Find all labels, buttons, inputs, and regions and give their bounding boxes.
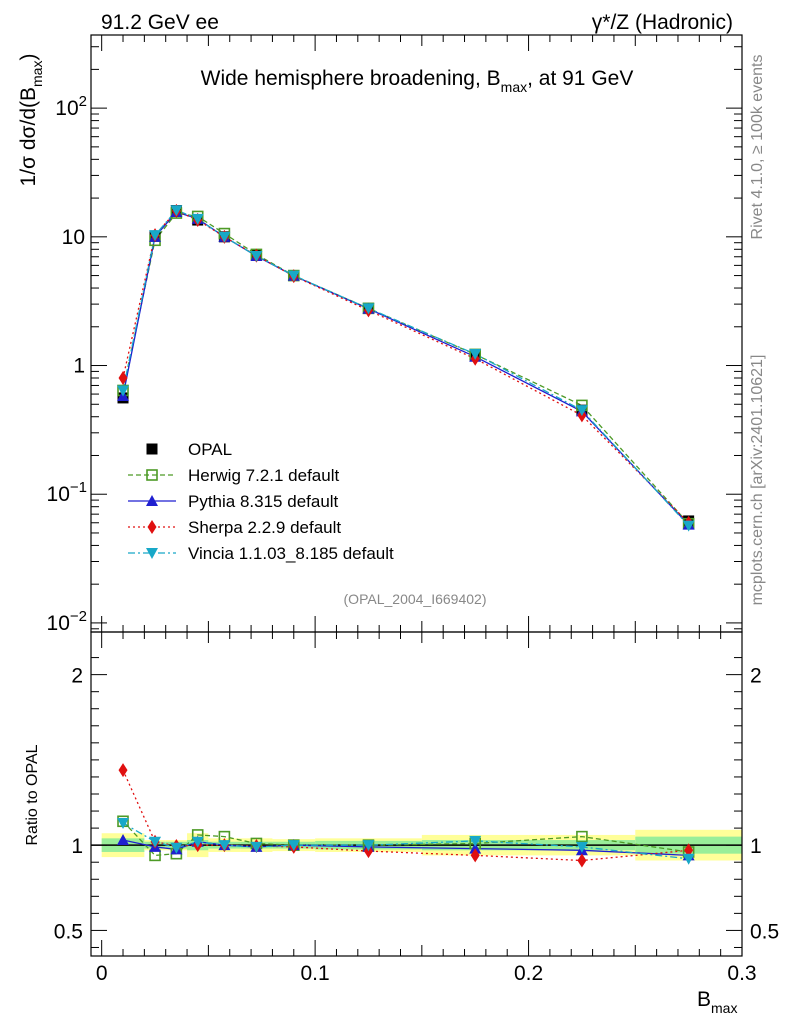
legend-marker-sherpa — [147, 520, 157, 534]
main-ylabel-text: 1/σ dσ/d(B — [17, 87, 40, 186]
main-ylabel-close: ) — [17, 54, 40, 61]
main-point-vincia — [469, 348, 482, 360]
legend-label-herwig: Herwig 7.2.1 default — [188, 466, 339, 485]
legend-label-sherpa: Sherpa 2.2.9 default — [188, 518, 341, 537]
ratio-ylabel: Ratio to OPAL — [24, 744, 41, 845]
ratio-ytick-label: 0.5 — [54, 920, 83, 943]
main-ylabel: 1/σ dσ/d(Bmax) — [17, 54, 45, 187]
ratio-ytick-label: 2 — [71, 665, 83, 688]
xlabel-subscript: max — [711, 1000, 737, 1016]
main-ylabel-subscript: max — [29, 61, 45, 87]
ratio-point-vincia — [469, 835, 482, 847]
ratio-ytick-label-right: 0.5 — [750, 920, 779, 943]
ratio-series-markers — [117, 763, 695, 868]
main-point-sherpa — [118, 370, 128, 385]
ratio-point-vincia — [218, 840, 231, 852]
main-point-vincia — [170, 205, 183, 217]
main-line-herwig — [122, 212, 690, 525]
main-line-vincia — [122, 209, 690, 527]
ratio-axis-ticks: 2 2 1 1 0.5 0.5 0 0.1 0.2 0.3 — [54, 632, 779, 985]
rivet-label: Rivet 4.1.0, ≥ 100k events — [749, 55, 766, 240]
ratio-xtick-label: 0.1 — [301, 962, 330, 985]
legend-marker-pythia — [146, 495, 158, 506]
ratio-point-sherpa — [118, 763, 128, 778]
ratio-xtick-label: 0.2 — [514, 962, 543, 985]
header-right: γ*/Z (Hadronic) — [592, 11, 733, 34]
main-point-vincia — [362, 303, 375, 315]
main-plot-panel: 102 10 1 10−1 10−2 Wide hemisphere broadenin… — [17, 34, 743, 635]
main-title-tail: , at 91 GeV — [527, 67, 633, 90]
ratio-point-herwig — [576, 830, 588, 843]
ratio-point-vincia — [170, 842, 183, 854]
ratio-xtick-label: 0 — [96, 962, 108, 985]
legend-label-pythia: Pythia 8.315 default — [188, 492, 339, 511]
ratio-plot-panel: 2 2 1 1 0.5 0.5 0 0.1 0.2 0.3 Ratio to OPAL Bmax — [24, 631, 779, 1016]
ratio-point-pythia — [117, 834, 130, 846]
main-point-vincia — [117, 385, 130, 397]
analysis-watermark: (OPAL_2004_I669402) — [344, 591, 487, 607]
main-point-vincia — [191, 213, 204, 225]
ratio-point-vincia — [191, 836, 204, 848]
main-ytick-label: 102 — [55, 93, 87, 120]
mcplots-label: mcplots.cern.ch [arXiv:2401.10621] — [749, 355, 766, 606]
ratio-ytick-label-right: 1 — [750, 835, 762, 858]
ratio-point-sherpa — [470, 848, 480, 863]
main-point-vincia — [149, 230, 162, 242]
main-ytick-label: 1 — [73, 355, 85, 378]
main-ytick-label: 10 — [62, 226, 85, 249]
ratio-point-vincia — [117, 817, 130, 829]
legend-label-vincia: Vincia 1.1.03_8.185 default — [188, 544, 394, 563]
main-point-vincia — [682, 520, 695, 532]
ratio-point-sherpa — [684, 843, 694, 858]
ratio-point-vincia — [287, 840, 300, 852]
xlabel: Bmax — [697, 988, 737, 1016]
main-ytick-label: 10−1 — [47, 479, 87, 506]
main-point-vincia — [287, 270, 300, 282]
legend-marker-herwig — [146, 469, 158, 481]
main-title: Wide hemisphere broadening, Bmax, at 91 … — [201, 67, 634, 95]
main-point-vincia — [575, 405, 588, 417]
ratio-point-vincia — [149, 836, 162, 848]
legend-label-opal: OPAL — [188, 440, 232, 459]
ratio-point-vincia — [682, 853, 695, 865]
header-left: 91.2 GeV ee — [101, 11, 219, 34]
main-point-vincia — [218, 231, 231, 243]
ratio-point-vincia — [575, 841, 588, 853]
legend: OPAL Herwig 7.2.1 default Pythia 8.315 def… — [128, 440, 394, 563]
ratio-plot-frame — [90, 631, 743, 957]
ratio-ytick-label: 1 — [71, 835, 83, 858]
main-title-text: Wide hemisphere broadening, B — [201, 67, 501, 90]
main-axis-ticks: 102 10 1 10−1 10−2 — [47, 35, 743, 635]
ratio-point-pythia — [469, 842, 482, 854]
ratio-point-vincia — [250, 841, 263, 853]
ratio-xtick-label: 0.3 — [727, 962, 756, 985]
main-series-markers — [117, 203, 695, 532]
xlabel-text: B — [697, 988, 711, 1011]
main-title-subscript: max — [501, 79, 527, 95]
ratio-ytick-label-right: 2 — [750, 665, 762, 688]
ratio-point-vincia — [362, 840, 375, 852]
legend-marker-vincia — [146, 548, 158, 559]
ratio-point-sherpa — [577, 853, 587, 868]
legend-marker-opal — [146, 443, 158, 455]
main-ytick-label: 10−2 — [47, 608, 87, 635]
main-plot-frame — [90, 34, 743, 633]
main-point-vincia — [250, 250, 263, 262]
